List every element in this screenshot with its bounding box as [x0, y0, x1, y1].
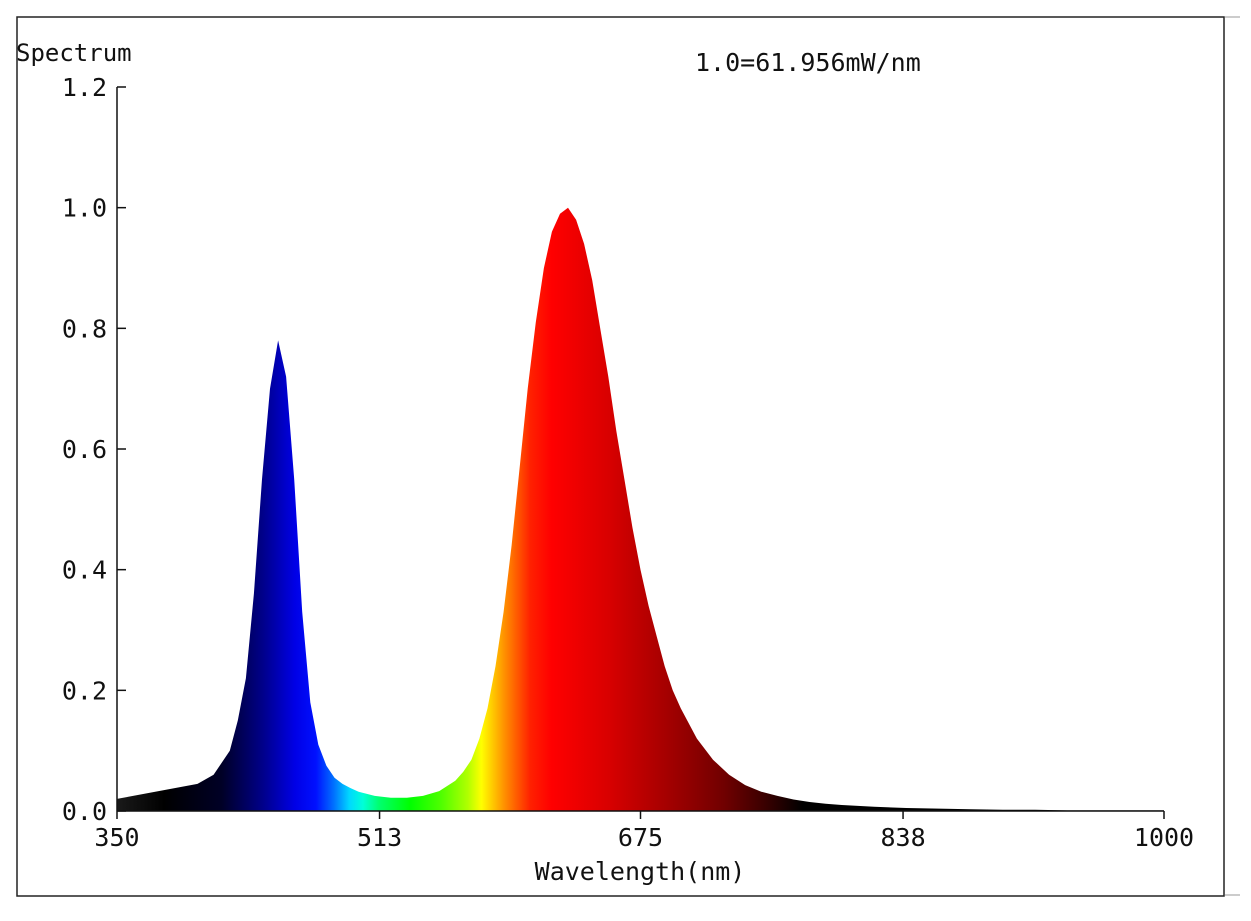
y-tick-label: 1.2	[62, 73, 107, 102]
x-tick-label: 1000	[1134, 823, 1194, 852]
chart-frame	[16, 16, 1225, 897]
x-tick-label: 675	[618, 823, 663, 852]
x-tick-group: 350 513 675 838 1000	[94, 811, 1194, 852]
x-tick-label: 513	[357, 823, 402, 852]
y-tick-label: 1.0	[62, 194, 107, 223]
scale-annotation: 1.0=61.956mW/nm	[695, 48, 921, 77]
x-tick-label: 350	[94, 823, 139, 852]
y-tick-label: 0.2	[62, 676, 107, 705]
x-tick-label: 838	[880, 823, 925, 852]
y-tick-label: 0.6	[62, 435, 107, 464]
y-tick-group: 0.0 0.2 0.4 0.6 0.8 1.0 1.2	[62, 73, 126, 826]
y-axis-label: Spectrum	[16, 39, 132, 67]
x-axis-label: Wavelength(nm)	[535, 857, 746, 886]
y-tick-label: 0.0	[62, 797, 107, 826]
y-tick-label: 0.8	[62, 314, 107, 343]
spectrum-area	[117, 207, 1164, 811]
y-tick-label: 0.4	[62, 556, 107, 585]
